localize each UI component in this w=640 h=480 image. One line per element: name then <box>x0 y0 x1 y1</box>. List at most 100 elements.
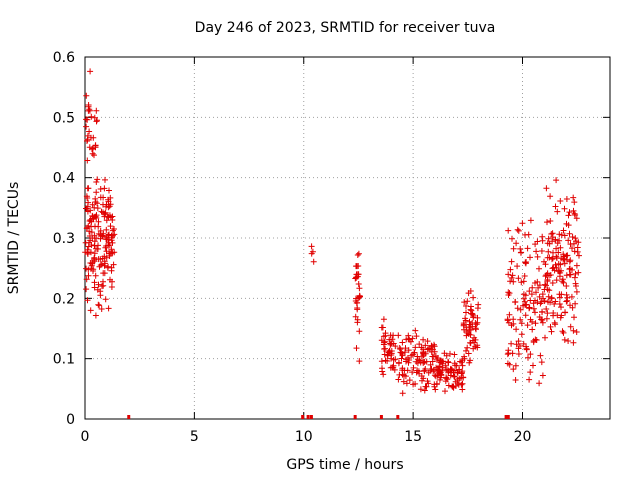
data-point <box>379 365 385 372</box>
data-point <box>84 157 91 164</box>
data-point <box>91 242 98 249</box>
data-point <box>573 288 580 295</box>
data-point <box>538 359 545 366</box>
data-point <box>552 236 559 243</box>
data-point <box>524 322 531 329</box>
data-point <box>84 297 91 304</box>
data-point <box>95 256 102 263</box>
data-point <box>96 302 103 309</box>
data-point <box>396 371 403 378</box>
data-point <box>572 212 579 218</box>
data-point <box>454 369 461 376</box>
data-point <box>88 229 95 236</box>
data-point <box>413 358 420 365</box>
data-point <box>508 258 515 265</box>
data-point <box>397 346 404 353</box>
data-point <box>420 346 427 353</box>
data-point <box>470 294 477 301</box>
data-point <box>542 281 548 288</box>
data-point <box>515 227 522 234</box>
data-point <box>533 289 539 296</box>
data-point <box>405 347 412 354</box>
data-point <box>548 295 555 302</box>
x-tick-label: 10 <box>295 429 313 445</box>
data-point <box>571 314 577 321</box>
data-point <box>517 343 523 349</box>
data-point <box>466 359 473 366</box>
data-point <box>505 271 512 278</box>
data-point <box>554 312 561 319</box>
data-point <box>552 321 559 328</box>
data-point <box>439 367 446 374</box>
data-point <box>424 338 431 345</box>
data-point <box>442 388 448 395</box>
data-point <box>415 368 422 375</box>
data-point <box>556 301 563 307</box>
data-point <box>403 358 409 365</box>
data-point <box>513 326 520 333</box>
data-point <box>461 326 467 333</box>
data-point <box>83 205 89 212</box>
data-point <box>566 209 573 216</box>
data-point <box>84 224 91 231</box>
data-point <box>573 215 580 222</box>
data-point <box>410 381 417 388</box>
data-point <box>520 295 527 302</box>
data-point <box>571 199 578 206</box>
data-point <box>543 272 550 278</box>
data-point <box>387 332 394 339</box>
y-tick-label: 0.5 <box>53 110 75 126</box>
data-point <box>543 185 550 192</box>
data-point <box>95 301 102 308</box>
data-point <box>545 248 552 255</box>
data-point <box>459 362 466 369</box>
data-point <box>553 277 560 284</box>
data-point <box>571 248 578 255</box>
data-point <box>428 342 435 349</box>
data-point <box>543 282 549 289</box>
data-point <box>539 291 546 298</box>
data-point <box>108 284 115 290</box>
data-point <box>452 378 459 385</box>
data-point <box>94 117 100 124</box>
data-point <box>526 288 533 295</box>
data-point <box>92 199 99 205</box>
data-point <box>568 293 575 300</box>
data-point <box>556 237 563 244</box>
data-point <box>416 341 423 348</box>
data-point <box>563 220 570 227</box>
data-point <box>575 269 582 276</box>
data-point <box>409 369 416 376</box>
data-point <box>392 356 399 363</box>
data-point <box>355 281 362 287</box>
data-point <box>569 245 575 252</box>
data-point <box>570 207 577 214</box>
data-point <box>556 231 563 238</box>
data-point <box>559 276 566 283</box>
data-point <box>550 249 556 256</box>
data-point <box>464 329 471 336</box>
data-point <box>356 285 363 292</box>
data-point <box>557 198 564 204</box>
data-point <box>539 319 546 326</box>
data-point <box>573 329 580 335</box>
data-point <box>562 309 569 316</box>
data-point <box>98 306 105 312</box>
data-point <box>566 258 573 265</box>
data-point <box>103 236 110 243</box>
data-point <box>356 358 363 365</box>
data-point <box>395 376 402 383</box>
data-point <box>309 248 316 255</box>
data-point <box>408 352 415 359</box>
data-point <box>95 223 102 230</box>
data-point <box>437 359 444 366</box>
y-tick-label: 0.1 <box>53 352 75 368</box>
y-tick-label: 0.2 <box>53 291 75 307</box>
data-point <box>506 311 513 318</box>
data-point <box>406 377 413 384</box>
data-point <box>97 288 104 295</box>
data-point <box>514 305 521 312</box>
data-point <box>310 258 317 265</box>
data-point <box>513 240 520 247</box>
data-points <box>82 68 582 397</box>
